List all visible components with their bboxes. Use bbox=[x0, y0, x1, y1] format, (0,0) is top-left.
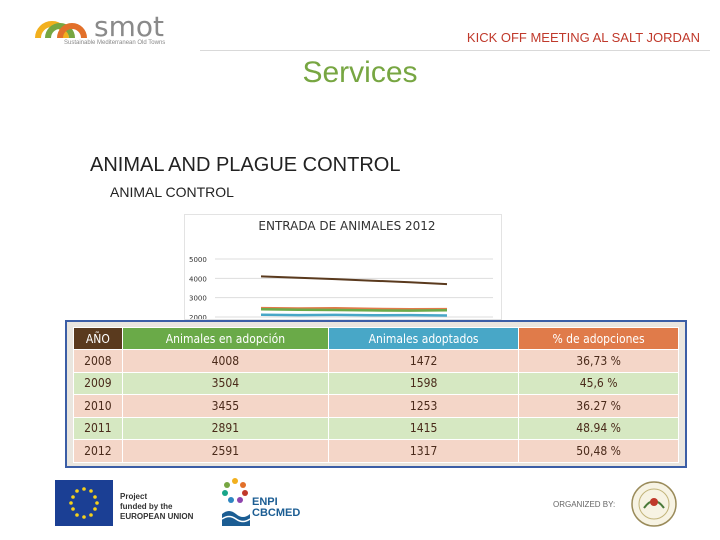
table-row: 2011 2891 1415 48.94 % bbox=[73, 416, 679, 440]
column-header-0: AÑO bbox=[73, 327, 123, 350]
series-line-3 bbox=[260, 313, 448, 317]
eu-funding-text: Project funded by the EUROPEAN UNION bbox=[120, 492, 193, 522]
column-header-1: Animales en adopción bbox=[121, 327, 330, 350]
table-row: 2012 2591 1317 50,48 % bbox=[73, 439, 679, 463]
eu-line-3: EUROPEAN UNION bbox=[120, 512, 194, 521]
column-header-3: % de adopciones bbox=[518, 327, 679, 350]
table-cell: 2891 bbox=[121, 416, 330, 440]
table-cell: 36,73 % bbox=[518, 349, 679, 373]
table-row: 2010 3455 1253 36.27 % bbox=[73, 394, 679, 418]
y-tick-label: 3000 bbox=[189, 295, 207, 303]
enpi-text: ENPI CBCMED bbox=[252, 497, 300, 519]
table-cell: 3455 bbox=[121, 394, 330, 418]
table-cell: 4008 bbox=[121, 349, 330, 373]
chart-canvas: ENTRADA DE ANIMALES 2012 5000 4000 3000 200… bbox=[189, 219, 493, 320]
table-cell: 2011 bbox=[73, 416, 123, 440]
logo-wordmark: smot bbox=[94, 10, 164, 43]
table-cell: 2012 bbox=[73, 439, 123, 463]
table-cell: 2591 bbox=[121, 439, 330, 463]
animal-intake-chart: ENTRADA DE ANIMALES 2012 5000 4000 3000 200… bbox=[184, 214, 502, 320]
table-cell: 1415 bbox=[328, 416, 520, 440]
table-cell: 2009 bbox=[73, 371, 123, 395]
table-cell: 1598 bbox=[328, 371, 520, 395]
table-cell: 45,6 % bbox=[518, 371, 679, 395]
table-cell: 2010 bbox=[73, 394, 123, 418]
series-line-0 bbox=[260, 275, 448, 286]
header-divider bbox=[200, 50, 710, 51]
enpi-line-2: CBCMED bbox=[252, 507, 301, 519]
logo-rainbow-icon bbox=[35, 21, 87, 39]
organized-by-label: ORGANIZED BY: bbox=[553, 500, 616, 509]
enpi-line-1: ENPI bbox=[252, 496, 278, 508]
page-title: Services bbox=[302, 56, 418, 89]
table-cell: 1253 bbox=[328, 394, 520, 418]
table-cell: 48.94 % bbox=[518, 416, 679, 440]
sea-wave-icon bbox=[222, 511, 250, 526]
table-cell: 1317 bbox=[328, 439, 520, 463]
table-row: 2008 4008 1472 36,73 % bbox=[73, 349, 679, 373]
eu-flag-icon bbox=[55, 480, 113, 526]
table-row: 2009 3504 1598 45,6 % bbox=[73, 371, 679, 395]
adoption-table: AÑO Animales en adopción Animales adoptado… bbox=[73, 327, 679, 463]
table-cell: 3504 bbox=[121, 371, 330, 395]
series-line-2 bbox=[260, 308, 448, 312]
table-header-row: AÑO Animales en adopción Animales adoptado… bbox=[73, 327, 679, 350]
table-cell: 2008 bbox=[73, 349, 123, 373]
logo-subtitle: Sustainable Mediterranean Old Towns bbox=[64, 40, 166, 46]
enpi-logo-icon bbox=[222, 478, 248, 503]
eu-line-1: Project bbox=[120, 492, 148, 501]
y-tick-label: 4000 bbox=[189, 275, 207, 283]
smot-logo: smot Sustainable Mediterranean Old Towns bbox=[30, 10, 180, 48]
section-subheading: ANIMAL CONTROL bbox=[110, 184, 234, 200]
organizer-seal-icon bbox=[631, 481, 677, 527]
adoption-table-panel: AÑO Animales en adopción Animales adoptado… bbox=[65, 320, 687, 468]
y-tick-label: 2000 bbox=[189, 314, 207, 320]
column-header-2: Animales adoptados bbox=[328, 327, 520, 350]
table-cell: 36.27 % bbox=[518, 394, 679, 418]
table-cell: 1472 bbox=[328, 349, 520, 373]
table-cell: 50,48 % bbox=[518, 439, 679, 463]
section-heading: ANIMAL AND PLAGUE CONTROL bbox=[90, 154, 401, 176]
meeting-title: KICK OFF MEETING AL SALT JORDAN bbox=[466, 30, 700, 45]
chart-title: ENTRADA DE ANIMALES 2012 bbox=[258, 219, 435, 233]
eu-line-2: funded by the bbox=[120, 502, 173, 511]
y-tick-label: 5000 bbox=[189, 256, 207, 264]
